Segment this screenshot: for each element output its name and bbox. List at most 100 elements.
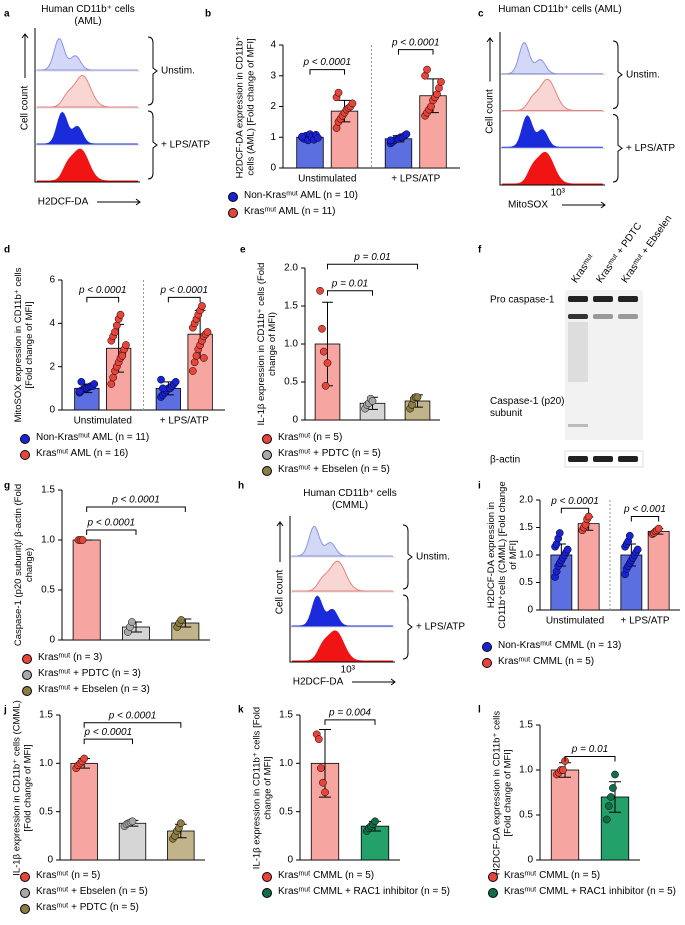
p-value: p < 0.0001 xyxy=(159,285,208,296)
y-axis-label: H2DCF-DA expression in CD11b⁺ cells [Fol… xyxy=(491,710,513,875)
y-tick-label: 1.0 xyxy=(519,765,533,776)
legend-swatch xyxy=(262,888,272,898)
data-point xyxy=(316,286,324,295)
group-label: Unstim. xyxy=(416,552,450,563)
panel-letter: e xyxy=(240,245,246,256)
bar xyxy=(647,530,670,611)
data-point xyxy=(371,817,379,826)
legend-swatch xyxy=(22,670,32,680)
legend-item: Krasᵐᵘᵗ (n = 5) xyxy=(262,432,472,444)
legend-swatch xyxy=(20,450,30,460)
data-point xyxy=(334,88,343,97)
legend-label: Krasᵐᵘᵗ + PDTC (n = 3) xyxy=(38,668,141,679)
actin-strip xyxy=(564,450,644,468)
data-point xyxy=(368,397,377,405)
legend-swatch xyxy=(228,208,238,218)
data-point xyxy=(122,341,130,349)
data-point xyxy=(90,380,99,388)
legend-swatch xyxy=(20,888,30,898)
category-label: Unstimulated xyxy=(298,174,356,185)
histogram xyxy=(501,115,603,148)
data-point xyxy=(157,375,165,384)
p-value: p = 0.01 xyxy=(353,252,390,263)
y-arrow xyxy=(21,33,29,78)
y-tick-label: 0.5 xyxy=(284,377,298,388)
x-tick-label: 10³ xyxy=(551,188,566,199)
legend: Non-Krasᵐᵘᵗ AML (n = 11) Krasᵐᵘᵗ AML (n =… xyxy=(20,432,230,464)
data-point xyxy=(609,784,617,792)
data-point xyxy=(128,618,136,626)
comparison-bracket xyxy=(564,756,616,762)
band xyxy=(618,296,638,302)
band xyxy=(568,456,588,462)
brace xyxy=(612,40,623,109)
y-axis-label: IL-1β expression in CD11b⁺ cells (CMML) … xyxy=(11,699,33,876)
legend-item: Krasᵐᵘᵗ CMML (n = 5) xyxy=(262,870,462,882)
data-point xyxy=(128,817,137,826)
category-label: + LPS/ATP xyxy=(620,616,669,627)
legend: Krasᵐᵘᵗ CMML (n = 5) Krasᵐᵘᵗ CMML + RAC1 … xyxy=(488,870,683,902)
data-point xyxy=(159,384,167,393)
panel-letter: d xyxy=(4,245,10,256)
p-value: p < 0.0001 xyxy=(391,37,440,48)
row-label: Caspase-1 (p20) subunit xyxy=(490,396,565,419)
y-axis-label: MitoSOX expression in CD11b⁺ cells [Fold… xyxy=(13,267,35,423)
y-tick-label: 0.5 xyxy=(279,806,293,817)
comparison-bracket xyxy=(397,49,434,55)
legend-swatch xyxy=(228,192,238,202)
data-point xyxy=(171,377,180,386)
legend-label: Non-Krasᵐᵘᵗ CMML (n = 13) xyxy=(498,640,622,651)
panel-letter: h xyxy=(238,481,244,492)
brace xyxy=(612,114,623,183)
y-tick-label: 2 xyxy=(49,361,55,372)
legend-item: Krasᵐᵘᵗ CMML (n = 5) xyxy=(482,656,682,668)
data-point xyxy=(112,321,121,330)
data-point xyxy=(602,815,611,824)
group-label: Unstim. xyxy=(626,69,660,80)
data-point xyxy=(559,766,567,774)
legend: Non-Krasᵐᵘᵗ AML (n = 10) Krasᵐᵘᵗ AML (n =… xyxy=(228,190,468,222)
y-tick-label: 0 xyxy=(527,605,533,616)
legend-swatch xyxy=(22,654,32,664)
y-tick-label: 2.0 xyxy=(284,263,298,274)
band xyxy=(568,314,588,319)
y-tick-label: 1.0 xyxy=(284,339,298,350)
legend-item: Krasᵐᵘᵗ CMML (n = 5) xyxy=(488,870,683,882)
y-axis-label: IL-1β expression in CD11b⁺ cells [Fold c… xyxy=(251,706,273,869)
panel-title: Human CD11b⁺ cells (AML) xyxy=(41,4,135,27)
legend-item: Krasᵐᵘᵗ + PDTC (n = 5) xyxy=(20,902,235,914)
y-tick-label: 1.0 xyxy=(279,758,293,769)
p-value: p < 0.0001 xyxy=(87,518,136,529)
legend: Krasᵐᵘᵗ (n = 5) Krasᵐᵘᵗ + PDTC (n = 5) Kra… xyxy=(262,432,472,480)
legend-swatch xyxy=(20,434,30,444)
legend-item: Non-Krasᵐᵘᵗ AML (n = 10) xyxy=(228,190,468,202)
band xyxy=(618,456,638,462)
histogram xyxy=(291,595,393,627)
category-label: + LPS/ATP xyxy=(160,416,209,427)
histogram xyxy=(292,630,393,662)
brace xyxy=(402,594,413,660)
histogram xyxy=(502,78,603,111)
data-point xyxy=(402,130,411,139)
legend-label: Krasᵐᵘᵗ + Ebselen (n = 5) xyxy=(278,464,390,475)
p-value: p < 0.0001 xyxy=(111,495,160,506)
axes xyxy=(34,28,140,183)
legend-item: Krasᵐᵘᵗ (n = 3) xyxy=(22,652,232,664)
data-point xyxy=(319,347,328,356)
histogram xyxy=(292,560,393,592)
legend-item: Krasᵐᵘᵗ + PDTC (n = 3) xyxy=(22,668,232,680)
histogram xyxy=(501,41,603,75)
legend-swatch xyxy=(482,658,492,668)
data-point xyxy=(625,531,634,540)
p-value: p = 0.004 xyxy=(328,707,371,718)
category-label: Unstimulated xyxy=(74,416,132,427)
legend-item: Non-Krasᵐᵘᵗ CMML (n = 13) xyxy=(482,640,682,652)
band xyxy=(568,296,588,302)
y-tick-label: 1.0 xyxy=(41,535,55,546)
y-tick-label: 1.0 xyxy=(519,550,533,561)
histogram xyxy=(502,151,603,185)
panel-letter: a xyxy=(4,9,10,20)
legend-label: Krasᵐᵘᵗ CMML + RAC1 inhibitor (n = 5) xyxy=(504,886,676,897)
legend-label: Krasᵐᵘᵗ (n = 5) xyxy=(278,432,343,443)
data-point xyxy=(413,393,422,402)
